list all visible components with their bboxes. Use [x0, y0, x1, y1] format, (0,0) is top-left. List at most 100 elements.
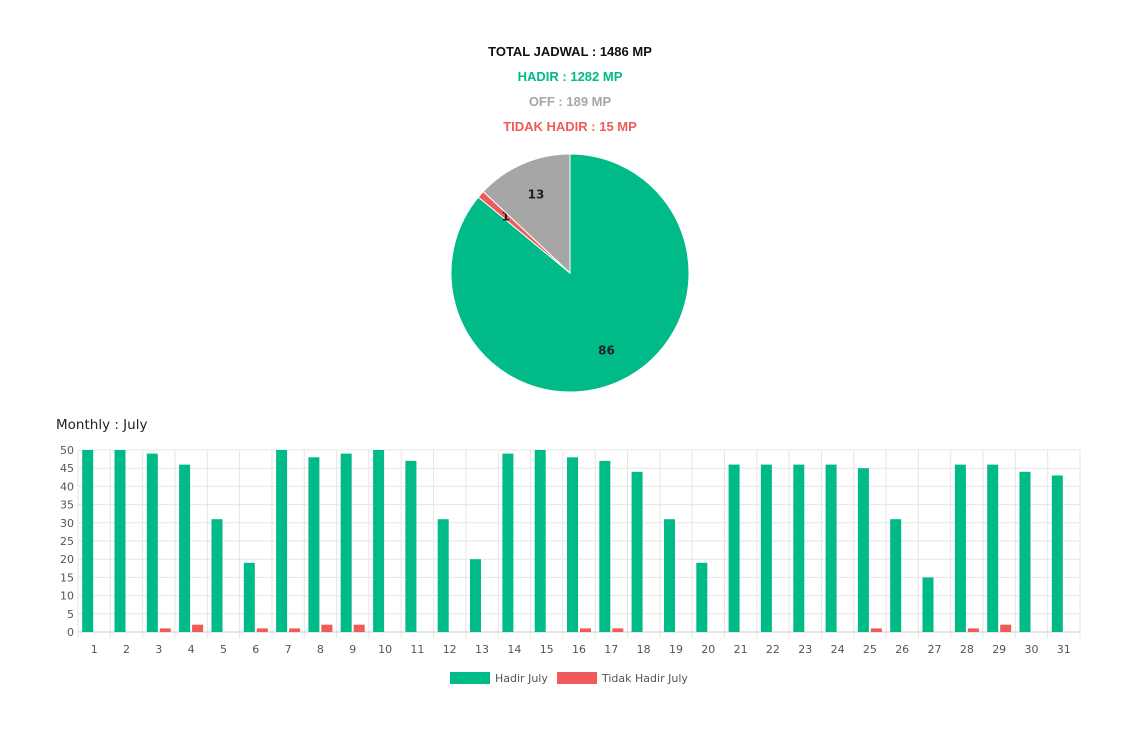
- bar-hadir[interactable]: [922, 577, 934, 632]
- x-tick-label: 21: [734, 643, 748, 656]
- pie-chart: 86 1 13: [450, 153, 690, 393]
- bar-hadir[interactable]: [82, 450, 94, 632]
- x-tick-label: 7: [285, 643, 292, 656]
- bar-hadir[interactable]: [857, 468, 869, 632]
- bar-hadir[interactable]: [760, 464, 772, 632]
- legend-swatch[interactable]: [557, 672, 597, 684]
- bar-hadir[interactable]: [1019, 471, 1031, 632]
- pie-label-hadir: 86: [598, 344, 615, 358]
- legend: Hadir July Tidak Hadir July: [450, 672, 688, 685]
- y-tick-label: 40: [60, 480, 74, 493]
- x-tick-label: 5: [220, 643, 227, 656]
- bar-tidak-hadir[interactable]: [321, 624, 333, 632]
- bar-hadir[interactable]: [987, 464, 999, 632]
- bar-tidak-hadir[interactable]: [159, 628, 171, 632]
- bar-hadir[interactable]: [114, 450, 126, 632]
- bar-hadir[interactable]: [340, 453, 352, 632]
- x-tick-label: 22: [766, 643, 780, 656]
- bar-hadir[interactable]: [373, 450, 385, 632]
- bar-hadir[interactable]: [664, 519, 675, 632]
- x-tick-label: 25: [863, 643, 877, 656]
- x-tick-label: 17: [604, 643, 618, 656]
- x-tick-label: 28: [960, 643, 974, 656]
- x-tick-label: 9: [349, 643, 356, 656]
- x-tick-label: 8: [317, 643, 324, 656]
- x-tick-label: 27: [928, 643, 942, 656]
- bar-tidak-hadir[interactable]: [870, 628, 882, 632]
- x-tick-label: 30: [1025, 643, 1039, 656]
- bar-hadir[interactable]: [437, 519, 449, 632]
- y-tick-label: 45: [60, 462, 74, 475]
- bar-hadir[interactable]: [696, 562, 708, 632]
- bar-hadir[interactable]: [179, 464, 191, 632]
- bar-hadir[interactable]: [793, 464, 805, 632]
- x-tick-label: 15: [540, 643, 554, 656]
- bar-hadir[interactable]: [276, 450, 288, 632]
- y-tick-label: 10: [60, 590, 74, 603]
- bar-hadir[interactable]: [502, 453, 514, 632]
- bar-hadir[interactable]: [567, 457, 578, 632]
- bar-hadir[interactable]: [470, 559, 481, 632]
- x-tick-label: 23: [798, 643, 812, 656]
- bar-hadir[interactable]: [405, 460, 417, 632]
- x-tick-label: 14: [507, 643, 521, 656]
- y-tick-label: 20: [60, 553, 74, 566]
- pie-label-off: 13: [528, 187, 545, 201]
- monthly-title: Monthly : July: [56, 417, 148, 433]
- x-tick-label: 16: [572, 643, 586, 656]
- off-text: OFF : 189 MP: [528, 94, 612, 109]
- tidak-hadir-text: TIDAK HADIR : 15 MP: [503, 119, 637, 134]
- x-tick-label: 4: [188, 643, 195, 656]
- bar-hadir[interactable]: [1051, 475, 1063, 633]
- x-tick-label: 12: [443, 643, 457, 656]
- legend-swatch[interactable]: [450, 672, 490, 684]
- pie-slice-off[interactable]: [482, 153, 571, 275]
- y-tick-label: 50: [60, 444, 74, 457]
- y-tick-label: 15: [60, 571, 74, 584]
- x-tick-label: 26: [895, 643, 909, 656]
- bar-hadir[interactable]: [211, 519, 223, 632]
- x-tick-label: 6: [252, 643, 259, 656]
- y-tick-label: 0: [67, 626, 74, 639]
- y-tick-label: 5: [67, 608, 74, 621]
- bar-hadir[interactable]: [631, 471, 643, 632]
- x-tick-label: 29: [992, 643, 1006, 656]
- bar-hadir[interactable]: [146, 453, 158, 632]
- bar-tidak-hadir[interactable]: [612, 628, 624, 632]
- y-tick-label: 35: [60, 499, 74, 512]
- pie-label-tidak-hadir: 1: [502, 209, 510, 223]
- bar-tidak-hadir[interactable]: [580, 628, 591, 632]
- bar-tidak-hadir[interactable]: [256, 628, 268, 632]
- bar-hadir[interactable]: [308, 457, 320, 632]
- legend-label[interactable]: Tidak Hadir July: [601, 672, 688, 685]
- x-tick-label: 2: [123, 643, 130, 656]
- bar-hadir[interactable]: [243, 562, 255, 632]
- y-tick-label: 25: [60, 535, 74, 548]
- legend-label[interactable]: Hadir July: [495, 672, 548, 685]
- bar-hadir[interactable]: [825, 464, 837, 632]
- x-tick-label: 20: [701, 643, 715, 656]
- bar-hadir[interactable]: [534, 450, 546, 632]
- x-tick-label: 13: [475, 643, 489, 656]
- x-tick-label: 19: [669, 643, 683, 656]
- y-tick-label: 30: [60, 517, 74, 530]
- x-tick-label: 10: [378, 643, 392, 656]
- bar-tidak-hadir[interactable]: [192, 624, 204, 632]
- x-tick-label: 1: [91, 643, 98, 656]
- x-tick-label: 31: [1057, 643, 1071, 656]
- x-tick-label: 3: [155, 643, 162, 656]
- bar-tidak-hadir[interactable]: [967, 628, 979, 632]
- bar-hadir[interactable]: [728, 464, 740, 632]
- bar-tidak-hadir[interactable]: [353, 624, 365, 632]
- bar-hadir[interactable]: [954, 464, 966, 632]
- hadir-text: HADIR : 1282 MP: [517, 69, 623, 84]
- bar-tidak-hadir[interactable]: [289, 628, 301, 632]
- bar-hadir[interactable]: [599, 460, 611, 632]
- bar-hadir[interactable]: [890, 519, 902, 632]
- x-tick-label: 18: [637, 643, 651, 656]
- bar-tidak-hadir[interactable]: [1000, 624, 1012, 632]
- total-jadwal-text: TOTAL JADWAL : 1486 MP: [488, 44, 652, 59]
- x-tick-label: 24: [831, 643, 845, 656]
- x-tick-label: 11: [410, 643, 424, 656]
